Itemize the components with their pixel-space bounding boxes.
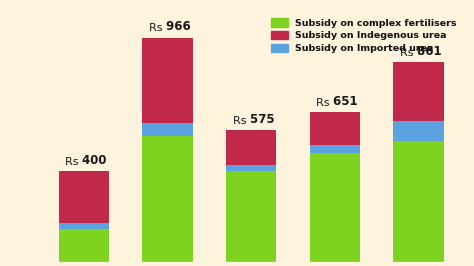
- Bar: [143, 136, 192, 266]
- Bar: [310, 145, 360, 152]
- Bar: [226, 130, 276, 165]
- Text: 861: 861: [417, 45, 446, 58]
- Bar: [59, 229, 109, 266]
- Bar: [226, 171, 276, 266]
- Bar: [59, 223, 109, 229]
- Bar: [226, 165, 276, 171]
- Bar: [393, 120, 444, 141]
- Text: 966: 966: [166, 20, 195, 33]
- Text: Rs: Rs: [400, 48, 417, 58]
- Text: Rs: Rs: [316, 98, 333, 108]
- Bar: [59, 171, 109, 223]
- Text: Rs: Rs: [65, 157, 82, 167]
- Bar: [310, 152, 360, 266]
- Text: 651: 651: [333, 95, 362, 108]
- Text: Rs: Rs: [149, 23, 166, 33]
- Bar: [310, 112, 360, 145]
- Text: 575: 575: [249, 113, 278, 126]
- Bar: [393, 63, 444, 120]
- Legend: Subsidy on complex fertilisers, Subsidy on Indegenous urea, Subsidy on Imported : Subsidy on complex fertilisers, Subsidy …: [268, 15, 460, 56]
- Text: Rs: Rs: [233, 116, 249, 126]
- Bar: [143, 123, 192, 136]
- Bar: [143, 38, 192, 123]
- Bar: [393, 141, 444, 266]
- Text: 400: 400: [82, 154, 111, 167]
